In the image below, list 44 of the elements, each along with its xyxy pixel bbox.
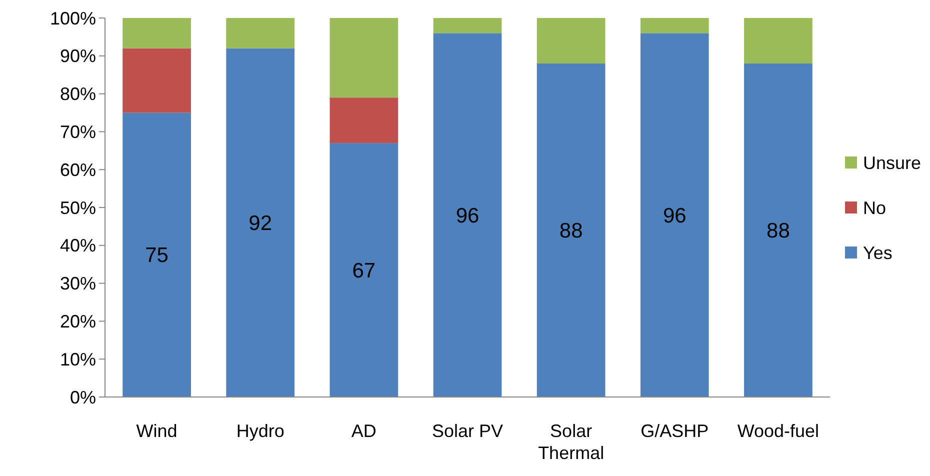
y-tick-label: 50% <box>60 198 96 218</box>
y-tick-label: 20% <box>60 312 96 332</box>
y-tick-label: 80% <box>60 84 96 104</box>
x-tick-label: Wood-fuel <box>737 421 820 441</box>
y-tick-label: 40% <box>60 236 96 256</box>
bar <box>226 48 295 397</box>
data-label: 88 <box>766 220 790 243</box>
bar <box>536 63 606 397</box>
data-label: 96 <box>662 204 686 228</box>
data-label: 88 <box>559 220 583 243</box>
x-tick-label: G/ASHP <box>640 421 709 441</box>
bar <box>330 18 398 98</box>
bar <box>122 18 191 48</box>
y-tick-label: 0% <box>70 387 96 408</box>
data-label: 67 <box>352 259 376 282</box>
bar <box>433 18 502 34</box>
bar <box>330 143 398 397</box>
data-label: 75 <box>145 244 168 268</box>
bar <box>536 18 606 64</box>
x-tick-label: Hydro <box>236 421 284 441</box>
bar <box>226 18 295 48</box>
bar <box>744 18 812 64</box>
x-tick-label: Solar Thermal <box>538 421 604 463</box>
x-tick-label: Wind <box>136 421 178 441</box>
legend-label: Unsure <box>863 152 922 173</box>
bar <box>122 112 191 397</box>
bar <box>744 63 812 397</box>
x-tick-label: Solar PV <box>432 421 504 441</box>
y-tick-label: 100% <box>50 8 96 28</box>
bar <box>433 33 502 397</box>
bar <box>640 18 709 34</box>
x-tick-label: AD <box>351 421 376 441</box>
y-tick-label: 70% <box>60 122 96 142</box>
bar <box>122 48 191 113</box>
data-label: 96 <box>456 204 480 228</box>
y-tick-label: 60% <box>60 160 96 180</box>
y-tick-label: 90% <box>60 46 96 66</box>
bar <box>330 98 398 144</box>
y-tick-label: 30% <box>60 274 96 294</box>
bar <box>640 33 709 397</box>
legend-label: No <box>863 198 886 218</box>
y-tick-label: 10% <box>60 349 96 370</box>
data-label: 92 <box>248 212 272 236</box>
legend-label: Yes <box>863 242 892 263</box>
